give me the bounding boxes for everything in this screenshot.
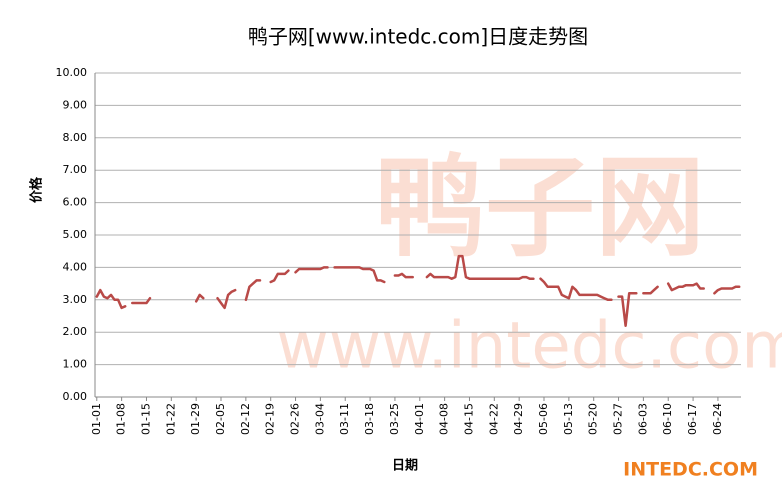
x-tick-label: 03-11 — [338, 403, 351, 435]
y-tick-label: 6.00 — [63, 196, 88, 209]
brand: INTEDC.COM — [623, 459, 758, 481]
y-tick-label: 10.00 — [56, 66, 88, 79]
x-tick-label: 02-12 — [239, 403, 252, 435]
y-tick-label: 2.00 — [63, 325, 88, 338]
x-tick-label: 03-25 — [388, 403, 401, 435]
x-tick-label: 04-01 — [413, 403, 426, 435]
x-tick-label: 03-18 — [363, 403, 376, 435]
x-tick-label: 05-06 — [537, 403, 550, 435]
x-tick-label: 02-05 — [214, 403, 227, 435]
x-tick-label: 03-04 — [313, 403, 326, 435]
x-tick-label: 06-17 — [686, 403, 699, 435]
y-axis-label: 价格 — [29, 176, 45, 203]
y-tick-label: 9.00 — [63, 98, 88, 111]
x-tick-label: 05-13 — [562, 403, 575, 435]
x-tick-label: 02-19 — [264, 403, 277, 435]
y-tick-label: 4.00 — [63, 260, 88, 273]
x-tick-label: 01-01 — [90, 403, 103, 435]
x-tick-label: 02-26 — [289, 403, 302, 435]
y-tick-label: 1.00 — [63, 358, 88, 371]
y-tick-label: 3.00 — [63, 293, 88, 306]
watermark: www.intedc.com — [276, 310, 782, 384]
x-tick-label: 06-03 — [636, 403, 649, 435]
x-tick-label: 06-10 — [661, 403, 674, 435]
x-tick-label: 04-15 — [462, 403, 475, 435]
y-tick-label: 7.00 — [63, 163, 88, 176]
x-tick-label: 01-15 — [139, 403, 152, 435]
y-tick-label: 0.00 — [63, 390, 88, 403]
x-tick-label: 05-20 — [587, 403, 600, 435]
x-tick-label: 04-22 — [487, 403, 500, 435]
data-line — [95, 254, 741, 327]
x-tick-label: 06-24 — [711, 403, 724, 435]
x-tick-label: 04-29 — [512, 403, 525, 435]
x-axis-label: 日期 — [392, 459, 418, 474]
y-tick-label: 5.00 — [63, 228, 88, 241]
x-tick-label: 01-29 — [189, 403, 202, 435]
x-tick-label: 01-22 — [164, 403, 177, 435]
y-tick-label: 8.00 — [63, 131, 88, 144]
x-tick-label: 05-27 — [612, 403, 625, 435]
x-tick-label: 04-08 — [438, 403, 451, 435]
chart-title: 鸭子网[www.intedc.com]日度走势图 — [248, 25, 588, 49]
x-tick-label: 01-08 — [115, 403, 128, 435]
watermark: 鸭子网 — [375, 143, 705, 271]
